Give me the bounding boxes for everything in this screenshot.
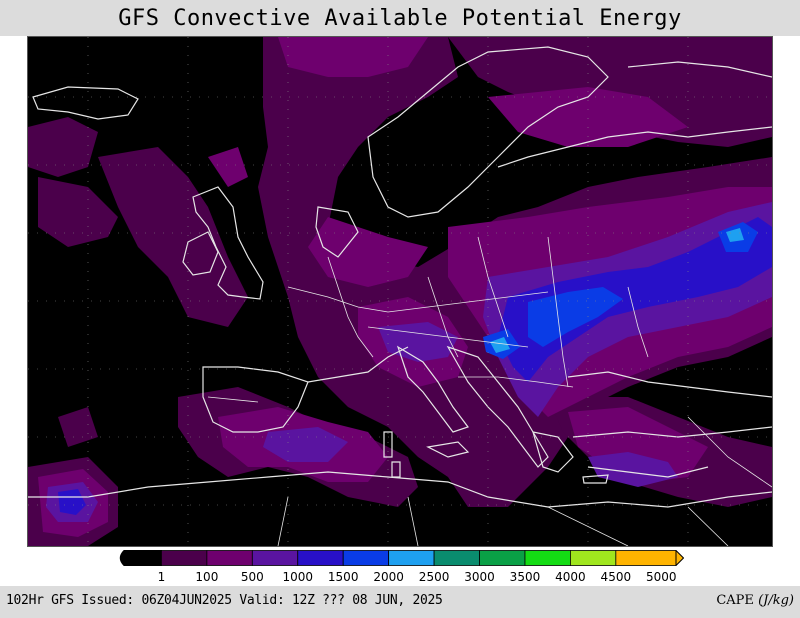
- colorbar-segment: [206, 550, 253, 566]
- colorbar-legend: 1 100 500 1000 1500 2000 2500 3000 3500 4000 4500 5…: [0, 550, 800, 585]
- colorbar-tick-label: 4000: [555, 570, 586, 584]
- colorbar-tick-label: 1: [157, 570, 166, 584]
- colorbar-tick-label: 4500: [600, 570, 632, 584]
- colorbar: [119, 550, 684, 566]
- colorbar-end-cap: [675, 550, 684, 566]
- colorbar-segment: [297, 550, 344, 566]
- cape-shading-2000-2500: [490, 228, 744, 353]
- cape-map: [27, 36, 773, 547]
- colorbar-tick-label: 1000: [282, 570, 314, 584]
- colorbar-segment: [524, 550, 571, 566]
- cape-shading-1000-1500: [58, 217, 772, 515]
- colorbar-segment: [479, 550, 526, 566]
- coastlines: [28, 46, 772, 508]
- colorbar-segment: [615, 550, 677, 566]
- map-canvas: [28, 37, 772, 546]
- units-unit: (J/kg): [758, 593, 794, 608]
- colorbar-tick-label: 3500: [509, 570, 541, 584]
- colorbar-tick-label: 500: [240, 570, 264, 584]
- colorbar-tick-label: 1500: [327, 570, 359, 584]
- colorbar-tick-label: 3000: [464, 570, 495, 584]
- footer-bar: 102Hr GFS Issued: 06Z04JUN2025 Valid: 12…: [0, 586, 800, 618]
- colorbar-tick-label: 2000: [373, 570, 404, 584]
- country-borders: [207, 236, 772, 546]
- colorbar-segment: [161, 550, 208, 566]
- units-label: CAPE (J/kg): [716, 593, 794, 608]
- colorbar-tick-label: 2500: [418, 570, 450, 584]
- colorbar-segment: [569, 550, 617, 566]
- units-prefix: CAPE: [716, 593, 754, 608]
- colorbar-segment: [119, 550, 162, 566]
- colorbar-segment: [251, 550, 299, 566]
- map-title: GFS Convective Available Potential Energ…: [118, 5, 682, 31]
- colorbar-tick-label: 100: [195, 570, 219, 584]
- colorbar-tick-label: 5000: [645, 570, 677, 584]
- colorbar-tick-labels: 1 100 500 1000 1500 2000 2500 3000 3500 4000 4500 5…: [0, 570, 800, 584]
- title-bar: GFS Convective Available Potential Energ…: [0, 0, 800, 36]
- colorbar-segment: [388, 550, 435, 566]
- colorbar-segment: [342, 550, 390, 566]
- forecast-info: 102Hr GFS Issued: 06Z04JUN2025 Valid: 12…: [6, 593, 443, 608]
- colorbar-segment: [433, 550, 480, 566]
